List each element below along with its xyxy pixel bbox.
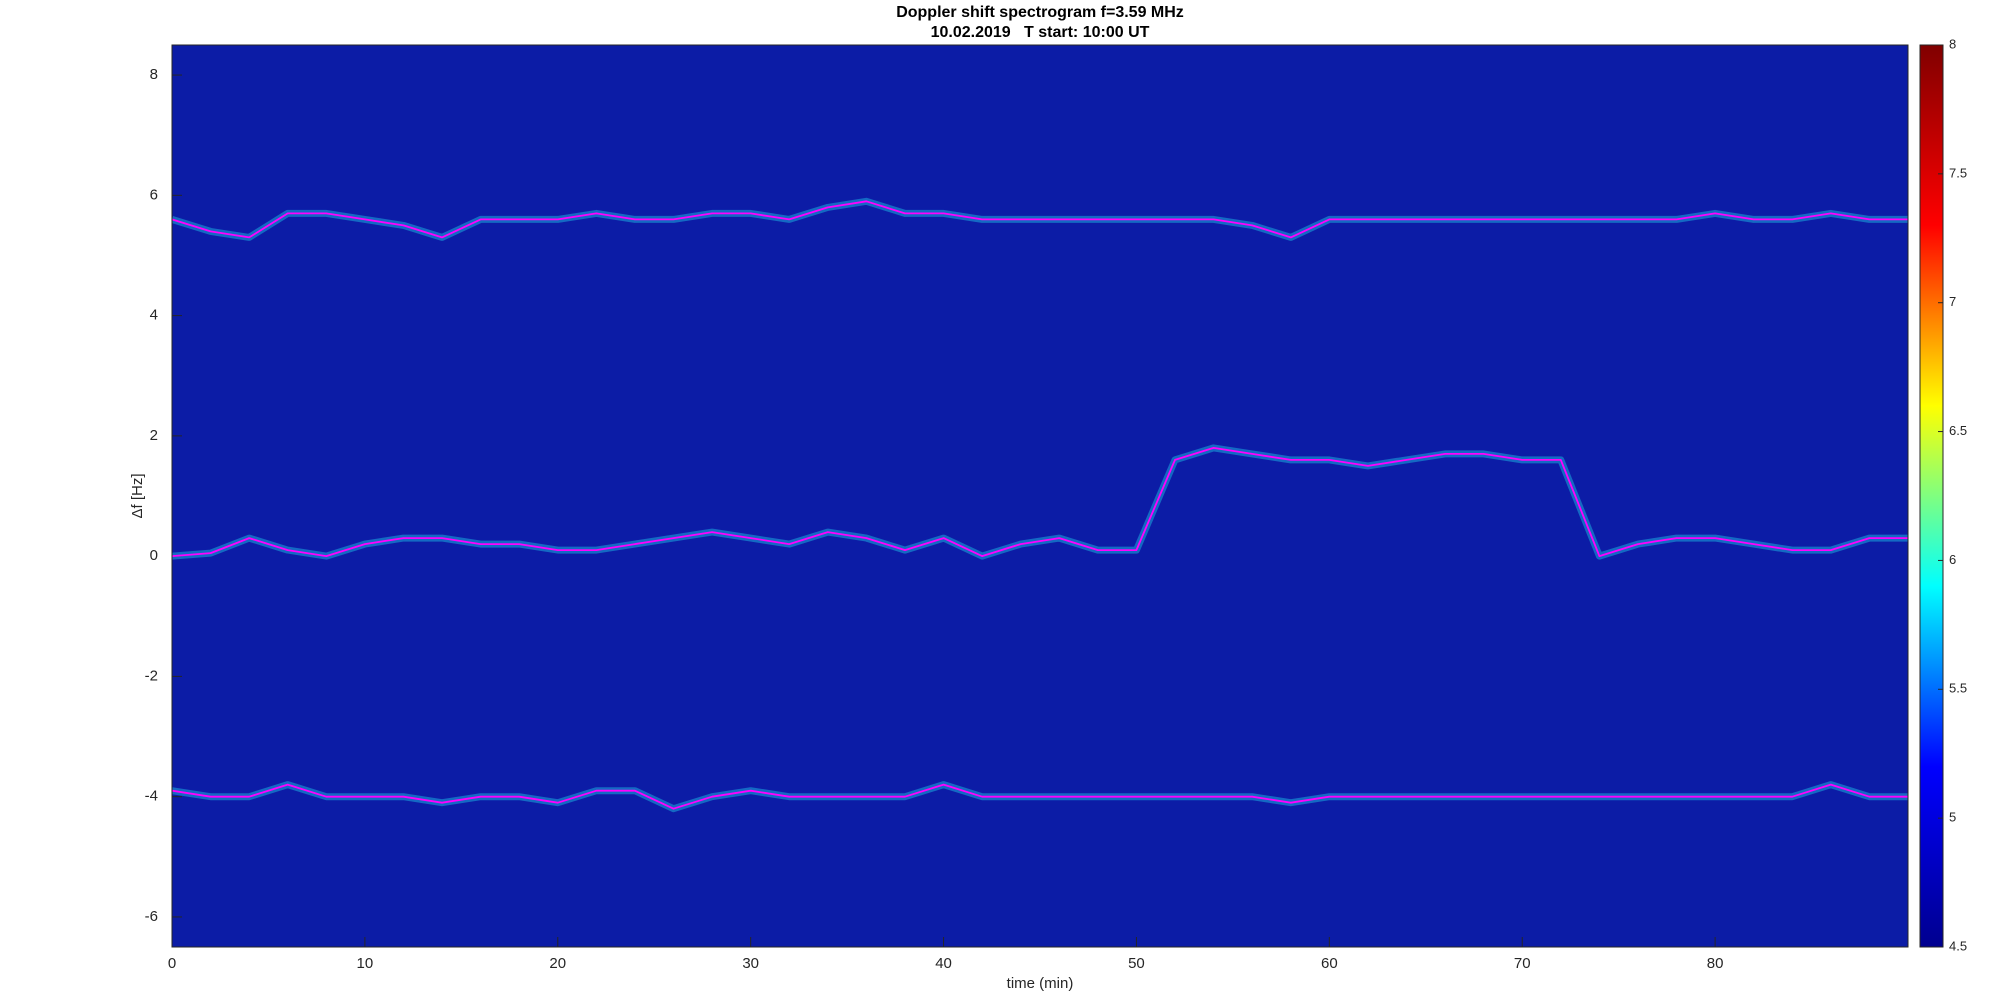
chart-subtitle: 10.02.2019 T start: 10:00 UT [931,24,1150,41]
trace-line [172,783,1908,810]
x-tick-label: 30 [742,955,759,972]
colorbar-tick-label: 7.5 [1949,165,1967,180]
x-tick-label: 70 [1514,955,1531,972]
y-tick-label: 2 [150,427,158,444]
y-tick-label: 0 [150,547,158,564]
x-tick-label: 60 [1321,955,1338,972]
colorbar-tick-label: 6 [1949,552,1956,567]
plot-frame [171,44,1909,948]
trace-line [172,200,1908,239]
y-tick-label: 8 [150,66,158,83]
x-axis-label: time (min) [1007,975,1074,992]
x-tick-label: 80 [1707,955,1724,972]
y-tick-label: 6 [150,186,158,203]
y-tick-label: -4 [145,788,158,805]
colorbar [1919,44,1944,948]
trace-line [172,447,1908,557]
plot-area [172,45,1908,947]
y-axis-label: Δf [Hz] [129,473,146,518]
colorbar-tick-label: 8 [1949,36,1956,51]
colorbar-tick-label: 6.5 [1949,423,1967,438]
colorbar-tick-label: 7 [1949,294,1956,309]
colorbar-tick-label: 5 [1949,810,1956,825]
colorbar-tick-label: 5.5 [1949,681,1967,696]
x-tick-label: 50 [1128,955,1145,972]
y-tick-label: -2 [145,667,158,684]
x-tick-label: 0 [168,955,176,972]
x-tick-label: 10 [357,955,374,972]
colorbar-tick-label: 4.5 [1949,938,1967,953]
x-tick-label: 40 [935,955,952,972]
y-tick-label: 4 [150,307,158,324]
traces [172,197,1908,813]
x-tick-label: 20 [549,955,566,972]
y-tick-label: -6 [145,908,158,925]
chart-title: Doppler shift spectrogram f=3.59 MHz [896,4,1184,21]
